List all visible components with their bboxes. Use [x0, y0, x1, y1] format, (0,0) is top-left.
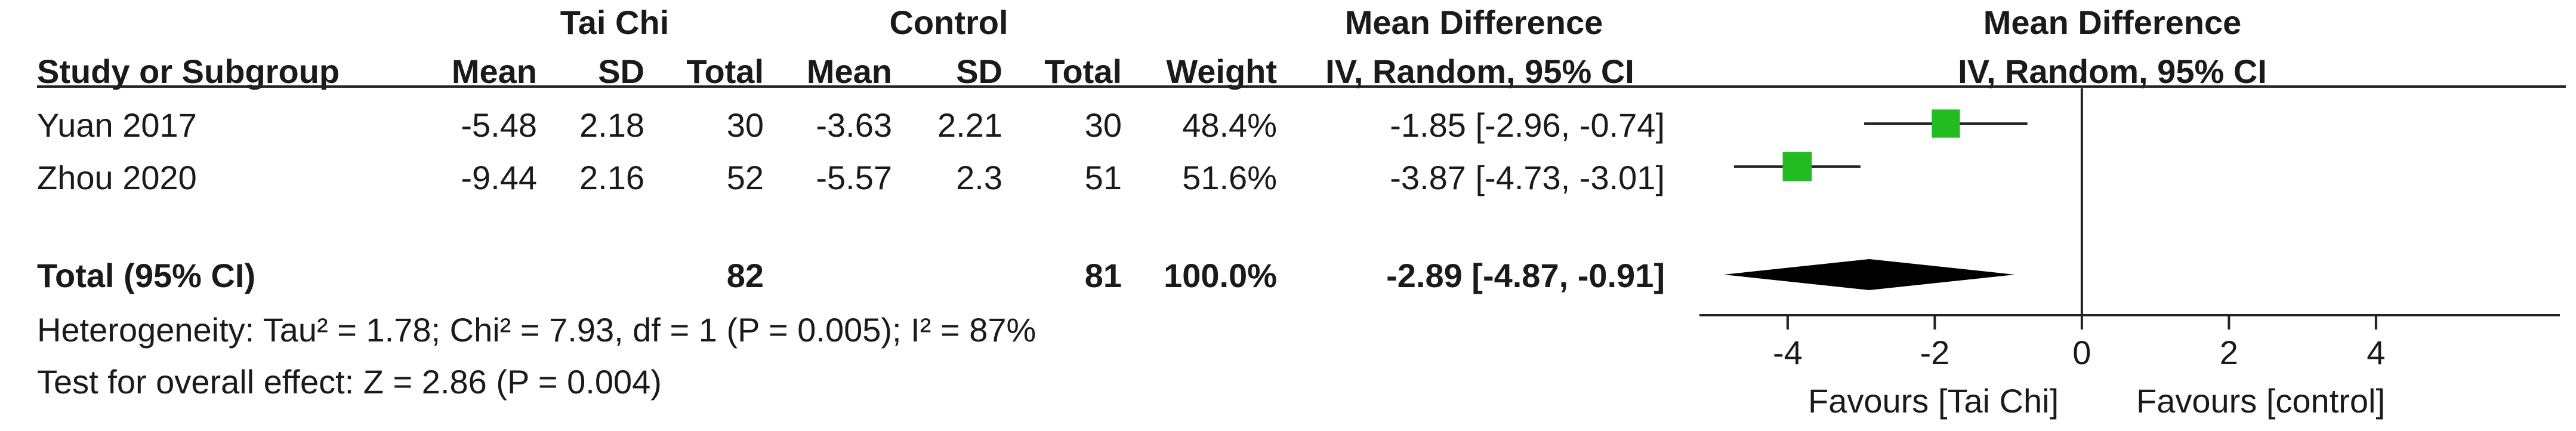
total-n2: 81: [1084, 257, 1122, 294]
group2-header: Control: [889, 4, 1008, 41]
study-total1: 52: [726, 159, 764, 196]
mean1-header: Mean: [451, 53, 537, 90]
method-plot-header: IV, Random, 95% CI: [1958, 53, 2267, 90]
study-total1: 30: [726, 106, 764, 144]
study-sd2: 2.3: [956, 159, 1002, 196]
study-mean1: -9.44: [461, 159, 537, 196]
x-tick-label: -2: [1920, 334, 1949, 371]
method-table-header: IV, Random, 95% CI: [1325, 53, 1634, 90]
study-effect-box: [1932, 109, 1960, 138]
study-column-header: Study or Subgroup: [37, 53, 340, 90]
md-plot-header: Mean Difference: [1983, 4, 2242, 41]
x-tick-label: 4: [2367, 334, 2385, 371]
mean2-header: Mean: [806, 53, 892, 90]
study-total2: 51: [1084, 159, 1122, 196]
sd1-header: SD: [598, 53, 644, 90]
total1-header: Total: [686, 53, 764, 90]
total2-header: Total: [1044, 53, 1122, 90]
favours-right-label: Favours [control]: [2136, 382, 2386, 420]
favours-left-label: Favours [Tai Chi]: [1808, 382, 2059, 420]
study-mean2: -5.57: [816, 159, 892, 196]
total-n1: 82: [726, 257, 764, 294]
sd2-header: SD: [956, 53, 1002, 90]
study-weight: 48.4%: [1182, 106, 1277, 144]
weight-header: Weight: [1166, 53, 1277, 90]
study-total2: 30: [1084, 106, 1122, 144]
study-mean2: -3.63: [816, 106, 892, 144]
study-effect-box: [1782, 152, 1812, 181]
x-tick-label: -4: [1773, 334, 1803, 371]
study-ci-text: -1.85 [-2.96, -0.74]: [1390, 106, 1665, 144]
x-tick-label: 0: [2072, 334, 2091, 371]
total-ci-text: -2.89 [-4.87, -0.91]: [1386, 257, 1665, 294]
study-name: Yuan 2017: [37, 106, 197, 144]
study-weight: 51.6%: [1182, 159, 1277, 196]
study-ci-text: -3.87 [-4.73, -3.01]: [1390, 159, 1665, 196]
total-weight: 100.0%: [1164, 257, 1277, 294]
study-name: Zhou 2020: [37, 159, 197, 196]
overall-effect-text: Test for overall effect: Z = 2.86 (P = 0…: [37, 363, 662, 401]
x-tick-label: 2: [2220, 334, 2238, 371]
pooled-diamond: [1723, 259, 2015, 290]
group1-header: Tai Chi: [560, 4, 670, 41]
study-sd2: 2.21: [937, 106, 1002, 144]
study-mean1: -5.48: [461, 106, 537, 144]
study-sd1: 2.16: [579, 159, 644, 196]
heterogeneity-text: Heterogeneity: Tau² = 1.78; Chi² = 7.93,…: [37, 311, 1036, 349]
total-label: Total (95% CI): [37, 257, 256, 294]
study-sd1: 2.18: [579, 106, 644, 144]
md-table-header: Mean Difference: [1344, 4, 1603, 41]
